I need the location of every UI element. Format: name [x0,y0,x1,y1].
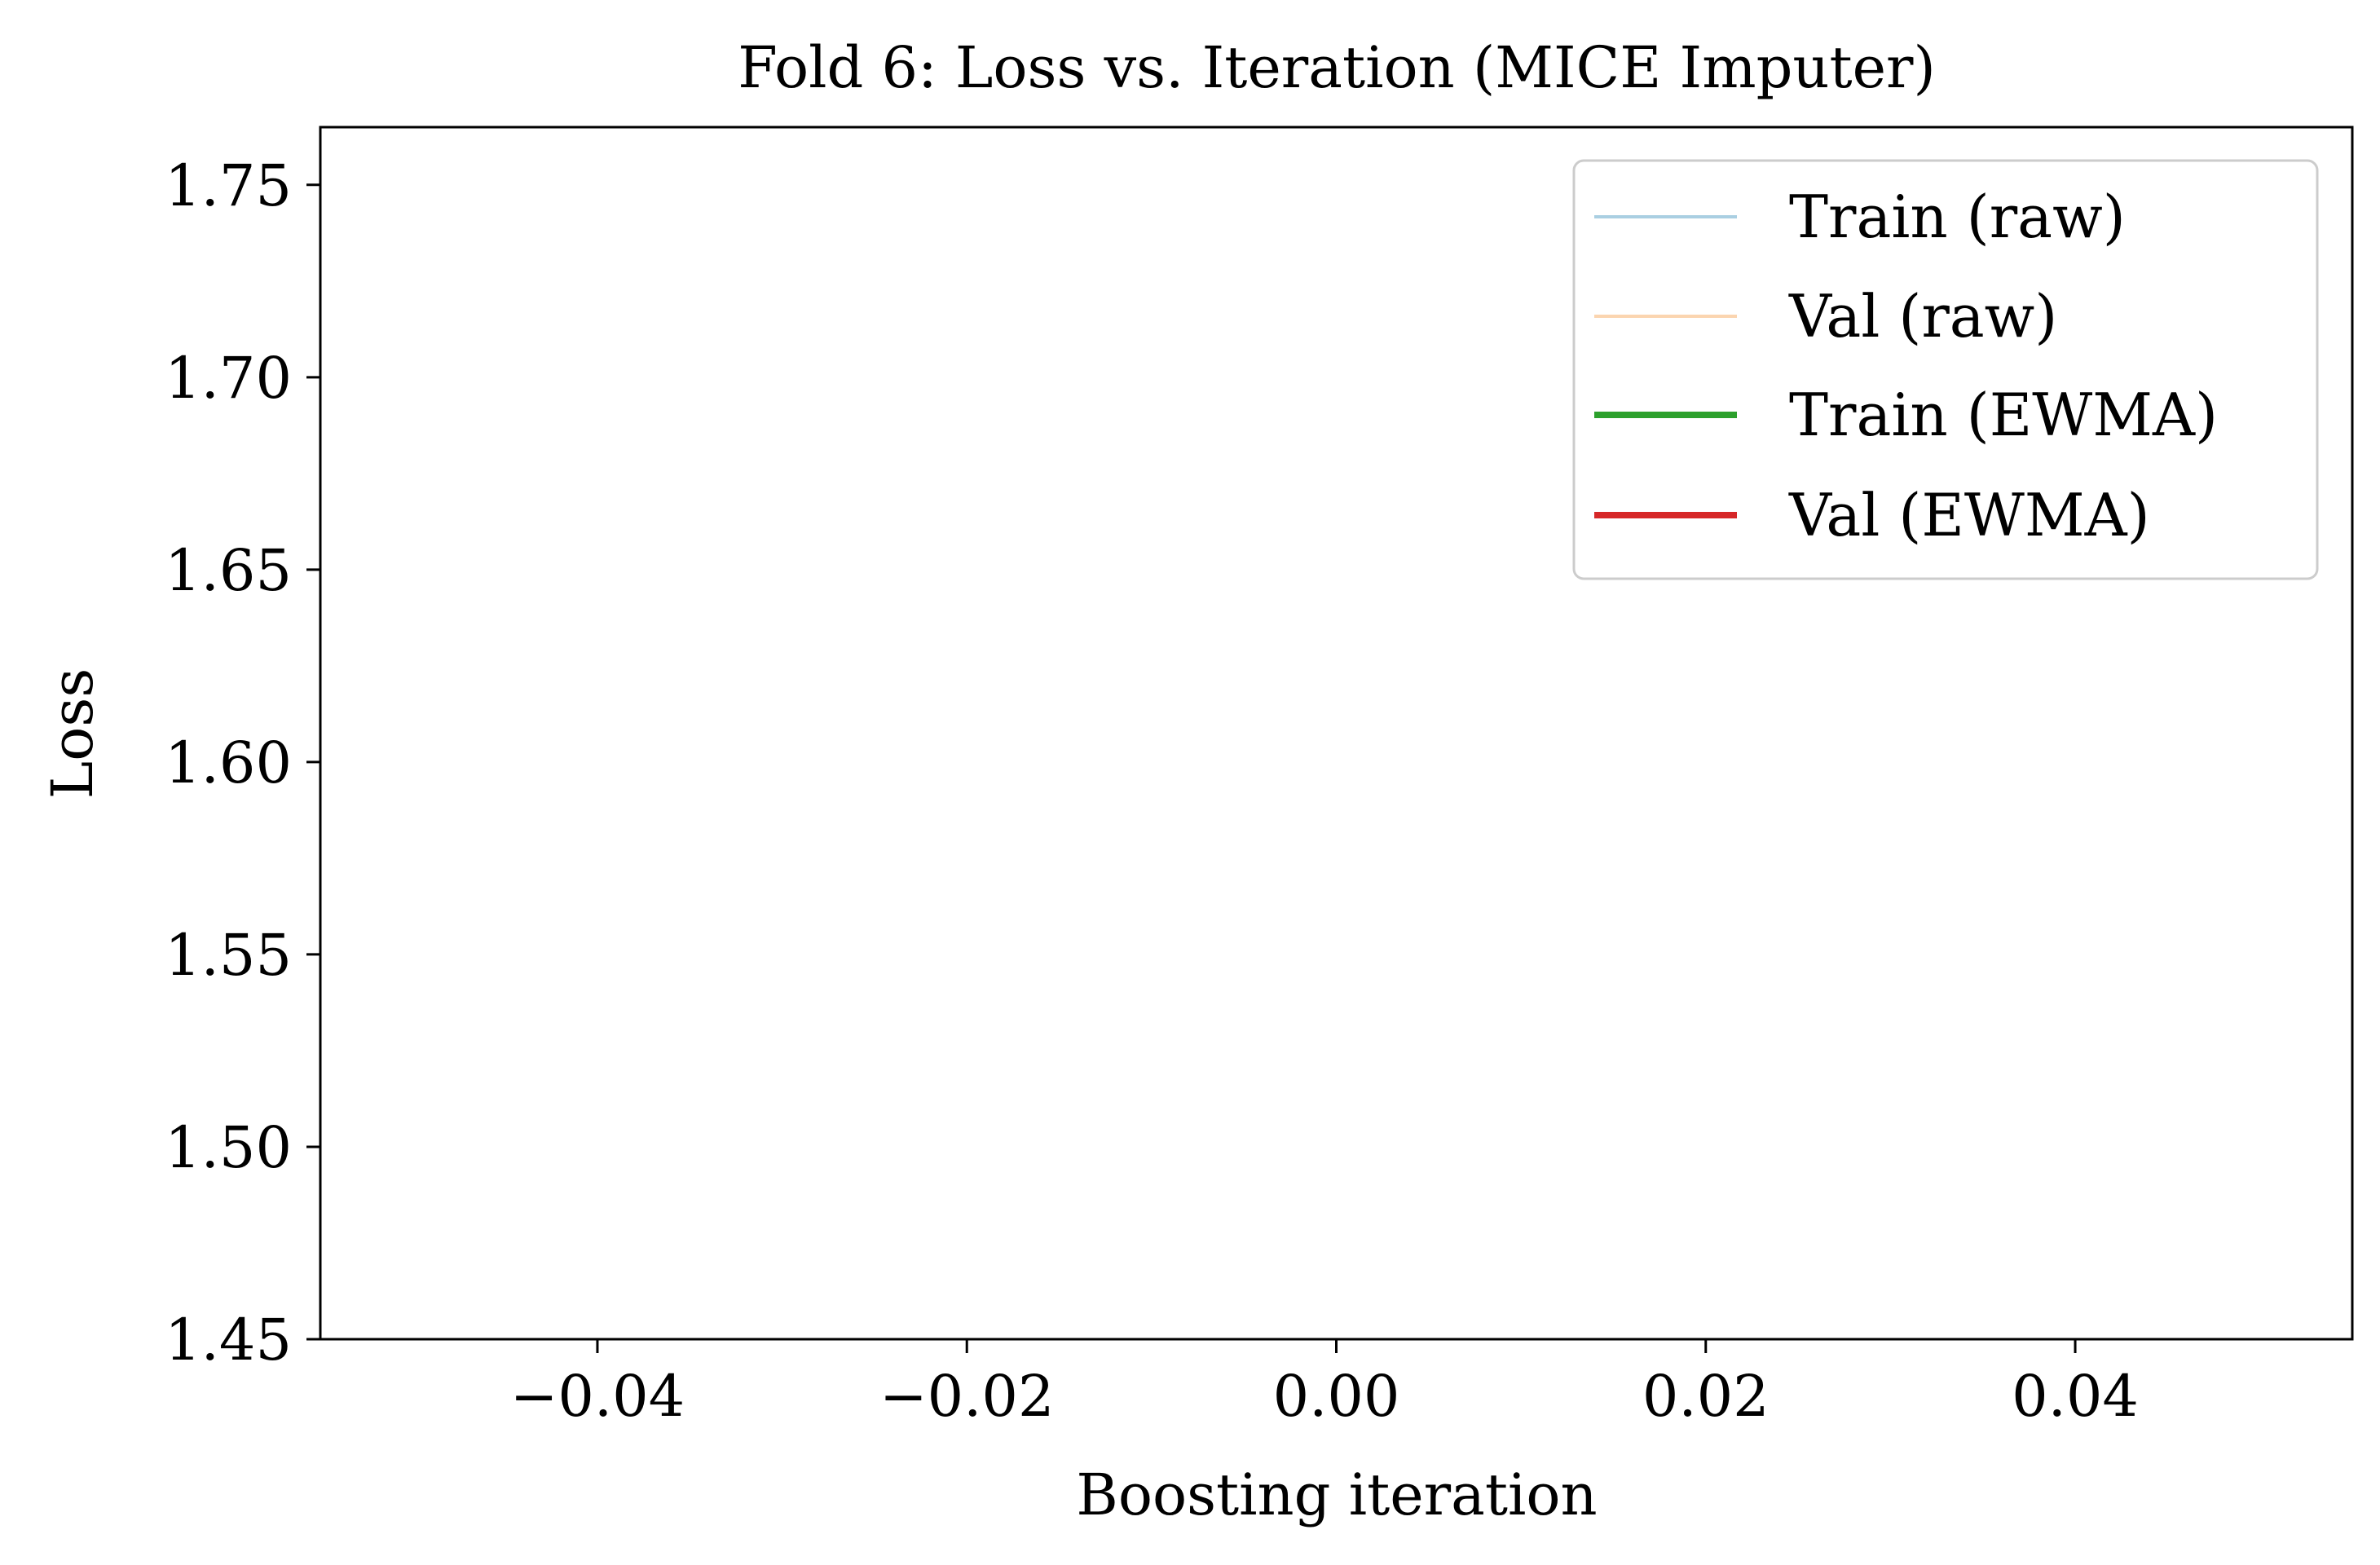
legend-label: Train (EWMA) [1789,381,2218,449]
legend-label: Val (EWMA) [1788,481,2150,549]
y-tick-label: 1.45 [165,1307,292,1373]
y-axis-ticks: 1.45 1.50 1.55 1.60 1.65 1.70 1.75 [165,152,320,1373]
x-tick-label: −0.02 [879,1363,1055,1430]
y-tick-label: 1.55 [165,922,292,989]
chart-title: Fold 6: Loss vs. Iteration (MICE Imputer… [738,34,1936,101]
y-tick-label: 1.70 [165,345,292,412]
y-tick-label: 1.65 [165,537,292,604]
legend: Train (raw) Val (raw) Train (EWMA) Val (EWM… [1572,159,2319,580]
x-tick-label: 0.04 [2012,1363,2139,1430]
y-tick-label: 1.50 [165,1114,292,1181]
legend-items: Train (raw) Val (raw) Train (EWMA) Val (EWM… [1594,183,2218,549]
x-axis-ticks: −0.04 −0.02 0.00 0.02 0.04 [510,1339,2139,1430]
legend-label: Val (raw) [1788,282,2057,350]
x-tick-label: 0.00 [1273,1363,1400,1430]
x-axis-label: Boosting iteration [1076,1461,1597,1528]
legend-box [1572,159,2319,580]
legend-label: Train (raw) [1789,183,2126,251]
x-tick-label: 0.02 [1642,1363,1770,1430]
x-tick-label: −0.04 [510,1363,685,1430]
y-axis-label: Loss [39,668,106,799]
y-tick-label: 1.60 [165,730,292,796]
y-tick-label: 1.75 [165,152,292,219]
